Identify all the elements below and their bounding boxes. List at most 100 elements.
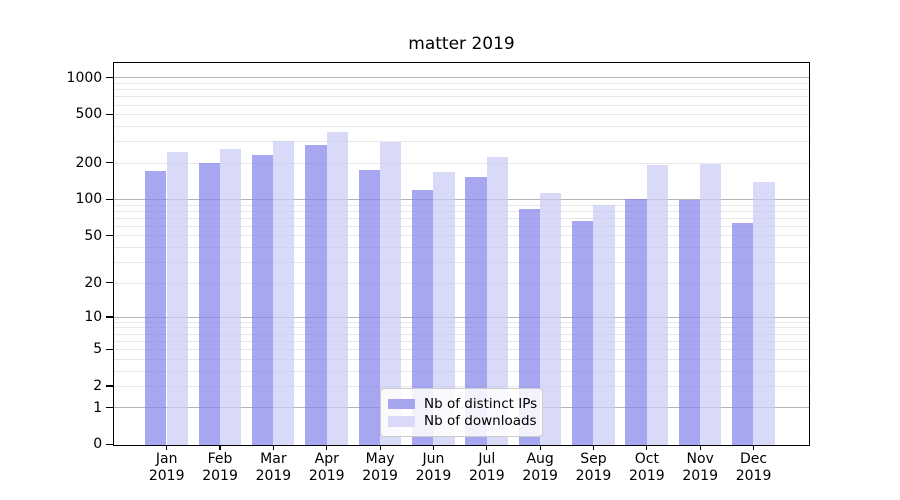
x-tick-mark-may — [379, 444, 381, 451]
bar-downloads-dec — [753, 182, 775, 445]
x-tick-mark-mar — [272, 444, 274, 451]
x-tick-label-feb: Feb 2019 — [202, 451, 238, 484]
bar-downloads-jun — [433, 172, 455, 445]
y-tick-label-2: 2 — [93, 377, 103, 394]
x-tick-mark-jan — [166, 444, 168, 451]
bar-downloads-mar — [273, 140, 295, 445]
y-tick-mark-2 — [106, 385, 113, 387]
gridline-400 — [113, 125, 809, 127]
bar-distinct-ips-sep — [572, 220, 594, 445]
x-tick-label-jun: Jun 2019 — [415, 451, 452, 484]
y-tick-mark-100 — [106, 198, 113, 200]
x-tick-label-oct: Oct 2019 — [629, 451, 665, 484]
y-tick-mark-50 — [106, 235, 113, 237]
bar-distinct-ips-oct — [625, 199, 647, 445]
gridline-700 — [113, 96, 809, 98]
bar-downloads-sep — [593, 205, 615, 445]
legend-swatch-distinct-ips-icon — [388, 398, 415, 409]
legend: Nb of distinct IPs Nb of downloads — [380, 388, 543, 437]
legend-label-downloads: Nb of downloads — [424, 413, 537, 430]
bar-distinct-ips-jun — [411, 189, 434, 445]
x-tick-mark-feb — [219, 444, 221, 451]
gridline-6 — [113, 340, 809, 342]
gridline-300 — [113, 141, 809, 143]
gridline-70 — [113, 217, 809, 219]
bar-downloads-jul — [486, 157, 508, 445]
gridline-800 — [113, 89, 809, 91]
x-tick-mark-sep — [592, 444, 595, 451]
x-tick-label-mar: Mar 2019 — [255, 451, 292, 484]
y-tick-mark-1000 — [106, 77, 113, 79]
bar-downloads-nov — [700, 163, 722, 445]
y-tick-label-0: 0 — [93, 436, 103, 453]
gridline-900 — [113, 83, 809, 85]
gridline-10 — [113, 316, 809, 318]
gridline-50 — [113, 235, 809, 237]
bar-downloads-apr — [326, 132, 348, 445]
bar-distinct-ips-jan — [145, 170, 167, 445]
bar-distinct-ips-aug — [518, 208, 540, 445]
y-tick-mark-5 — [106, 348, 113, 350]
gridline-30 — [113, 261, 809, 263]
x-tick-mark-jun — [432, 444, 435, 451]
x-tick-mark-oct — [646, 444, 648, 451]
chart-title: matter 2019 — [408, 34, 515, 54]
y-tick-label-1000: 1000 — [66, 69, 103, 86]
x-tick-label-nov: Nov 2019 — [682, 451, 718, 484]
bar-distinct-ips-feb — [198, 163, 220, 445]
bar-distinct-ips-jul — [465, 177, 487, 445]
y-tick-mark-10 — [106, 316, 113, 318]
gridline-8 — [113, 327, 809, 329]
gridline-40 — [113, 247, 809, 249]
y-tick-mark-500 — [106, 113, 113, 115]
x-tick-label-jul: Jul 2019 — [468, 451, 505, 484]
y-tick-label-200: 200 — [75, 154, 103, 171]
y-tick-label-20: 20 — [84, 274, 103, 291]
bar-downloads-may — [379, 141, 402, 445]
bar-downloads-oct — [646, 165, 668, 445]
x-tick-mark-apr — [326, 444, 328, 451]
legend-label-distinct-ips: Nb of distinct IPs — [424, 395, 538, 412]
gridline-4 — [113, 358, 809, 360]
bar-distinct-ips-mar — [251, 154, 274, 445]
gridline-7 — [113, 333, 809, 335]
bar-distinct-ips-apr — [305, 145, 327, 445]
y-tick-mark-20 — [106, 282, 113, 284]
bar-distinct-ips-nov — [678, 200, 700, 445]
gridline-100 — [113, 199, 809, 201]
y-tick-label-5: 5 — [93, 341, 103, 358]
y-tick-mark-1 — [106, 406, 113, 409]
bar-distinct-ips-may — [358, 169, 380, 445]
gridline-1000 — [113, 77, 809, 79]
y-tick-label-50: 50 — [84, 227, 103, 244]
y-tick-label-100: 100 — [75, 191, 103, 208]
x-tick-label-aug: Aug 2019 — [522, 451, 558, 484]
y-tick-label-1: 1 — [93, 399, 103, 416]
bar-downloads-aug — [539, 192, 562, 445]
gridline-60 — [113, 225, 809, 227]
x-tick-label-dec: Dec 2019 — [735, 451, 772, 484]
x-tick-mark-jul — [486, 444, 488, 451]
gridline-5 — [113, 349, 809, 350]
x-tick-mark-dec — [752, 444, 755, 451]
gridline-200 — [113, 162, 809, 164]
gridline-20 — [113, 282, 809, 284]
y-tick-label-500: 500 — [75, 106, 103, 123]
gridline-3 — [113, 370, 809, 372]
y-tick-mark-0 — [106, 443, 113, 445]
x-tick-label-may: May 2019 — [362, 451, 398, 484]
bar-downloads-feb — [219, 148, 242, 445]
x-tick-label-sep: Sep 2019 — [575, 451, 612, 484]
gridline-90 — [113, 204, 809, 206]
y-tick-label-10: 10 — [84, 309, 103, 326]
gridline-500 — [113, 114, 809, 116]
legend-item-downloads: Nb of downloads — [388, 413, 537, 431]
x-tick-label-apr: Apr 2019 — [308, 451, 345, 484]
gridline-9 — [113, 321, 809, 323]
x-tick-mark-nov — [699, 444, 701, 451]
y-tick-mark-200 — [106, 162, 113, 164]
x-tick-mark-aug — [539, 444, 541, 451]
bar-distinct-ips-dec — [732, 222, 754, 445]
bar-downloads-jan — [166, 152, 188, 445]
